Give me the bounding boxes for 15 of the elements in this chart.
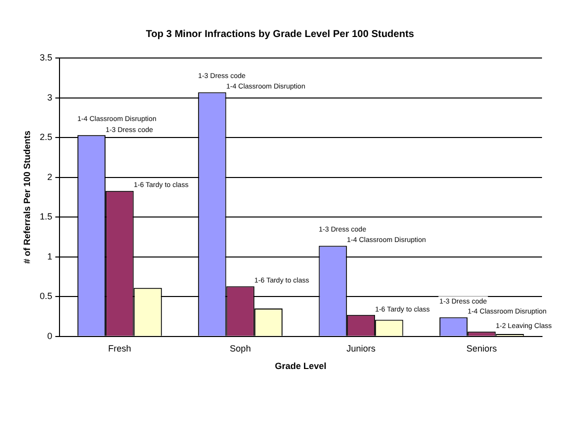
x-tick-label: Juniors [346,343,376,354]
y-tick-label: 3.5 [40,52,52,62]
x-tick-label: Soph [230,343,251,354]
y-tick-label: 1 [47,251,52,262]
x-tick-label: Seniors [466,343,498,354]
chart-title: Top 3 Minor Infractions by Grade Level Per 100 Students [146,28,415,40]
y-tick-label: 1.5 [40,212,52,222]
x-tick-label: Fresh [108,343,132,354]
y-tick-label: 0.5 [40,291,52,302]
y-tick-label: 3 [47,92,52,102]
y-tick-label: 2.5 [40,132,52,142]
x-axis-title: Grade Level [274,361,326,372]
y-tick-label: 0 [47,330,52,341]
y-tick-label: 2 [47,172,52,182]
y-axis-title: # of Referrals Per 100 Students [22,130,32,264]
